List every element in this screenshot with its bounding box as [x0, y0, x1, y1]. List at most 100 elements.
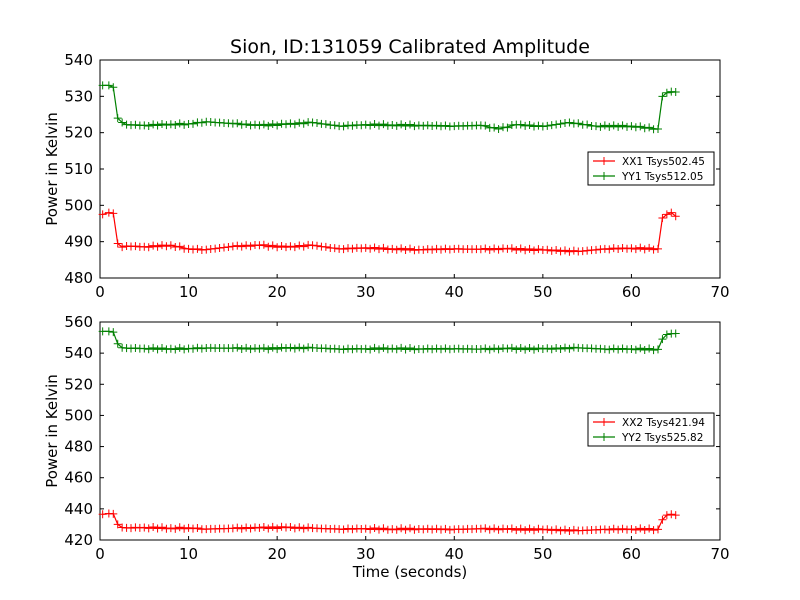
data-point [623, 244, 631, 253]
data-point [441, 121, 450, 130]
data-point [609, 121, 618, 130]
data-point [645, 344, 654, 353]
data-point [313, 241, 321, 250]
data-point [242, 523, 251, 532]
data-point [162, 242, 171, 251]
data-point [180, 345, 189, 354]
y-tick-label: 500 [64, 196, 93, 214]
data-point [197, 344, 206, 353]
data-point [113, 339, 122, 348]
data-point [521, 345, 530, 354]
x-tick-label: 20 [268, 283, 287, 301]
data-point [618, 243, 627, 252]
data-point [512, 246, 521, 254]
data-point [193, 343, 202, 352]
data-point [153, 524, 162, 533]
y-tick-label: 480 [64, 269, 93, 287]
data-point [667, 510, 676, 519]
data-point [667, 208, 676, 217]
data-point [171, 242, 180, 251]
data-point [189, 524, 197, 533]
data-point [273, 121, 282, 130]
data-point [525, 244, 534, 253]
data-point [623, 122, 631, 131]
data-point [255, 344, 264, 353]
data-point [649, 245, 658, 254]
x-tick-label: 10 [179, 283, 198, 301]
legend-marker [600, 433, 608, 441]
data-point [556, 247, 565, 256]
data-point [406, 120, 414, 129]
data-point [361, 120, 370, 129]
data-point [640, 245, 649, 254]
data-point [618, 121, 627, 130]
data-point [605, 345, 614, 354]
data-point [286, 242, 295, 251]
data-point [499, 524, 507, 533]
data-point [189, 119, 197, 128]
data-point [348, 121, 357, 130]
data-point [592, 122, 600, 131]
data-point [441, 344, 450, 353]
data-point [383, 121, 392, 130]
data-point [246, 345, 255, 354]
data-point [344, 121, 352, 130]
data-point [658, 515, 667, 524]
data-point [127, 524, 135, 533]
legend-marker [600, 172, 608, 180]
data-point [127, 344, 135, 353]
data-point [149, 241, 158, 250]
data-point [574, 119, 583, 128]
y-tick-label: 440 [64, 500, 93, 518]
data-point [631, 345, 640, 354]
data-point [636, 344, 645, 353]
data-point [543, 344, 552, 353]
data-point [180, 524, 189, 533]
data-point [423, 344, 432, 353]
data-point [109, 83, 118, 92]
data-point [286, 523, 295, 532]
x-tick-label: 60 [622, 283, 641, 301]
data-point [180, 120, 189, 129]
data-point [512, 345, 521, 354]
data-point [348, 345, 357, 354]
data-point [113, 239, 122, 248]
data-point [113, 520, 122, 529]
data-point [259, 240, 268, 249]
data-point [264, 242, 273, 251]
data-point [437, 525, 445, 534]
data-point [499, 344, 507, 353]
data-point [175, 523, 184, 532]
data-point [565, 527, 574, 536]
data-point [259, 120, 268, 129]
data-point [627, 122, 636, 131]
data-point [237, 524, 246, 533]
data-point [534, 245, 543, 254]
data-point [605, 525, 614, 534]
data-point [645, 524, 654, 533]
x-tick-label: 20 [268, 545, 287, 563]
data-point [237, 344, 246, 353]
data-point [485, 525, 494, 534]
data-point [614, 245, 623, 254]
data-point [397, 244, 406, 253]
data-point [330, 244, 339, 253]
data-point [273, 243, 282, 252]
legend-label: YY2 Tsys525.82 [621, 432, 703, 444]
data-point [556, 119, 565, 128]
y-tick-label: 460 [64, 469, 93, 487]
top-plot: 0 10 20 30 40 50 60 70 480 490 500 510 520 530 540 Powe… [43, 51, 730, 301]
x-tick-label: 50 [533, 283, 552, 301]
data-point [131, 120, 140, 129]
data-point [640, 124, 649, 133]
data-point [543, 525, 552, 534]
data-point [490, 344, 499, 353]
data-point [662, 210, 671, 219]
data-point [339, 345, 348, 354]
x-tick-label: 30 [356, 283, 375, 301]
data-point [295, 523, 304, 532]
data-point [636, 243, 645, 252]
data-point [432, 244, 441, 253]
data-point [512, 526, 521, 535]
data-point [361, 344, 370, 353]
